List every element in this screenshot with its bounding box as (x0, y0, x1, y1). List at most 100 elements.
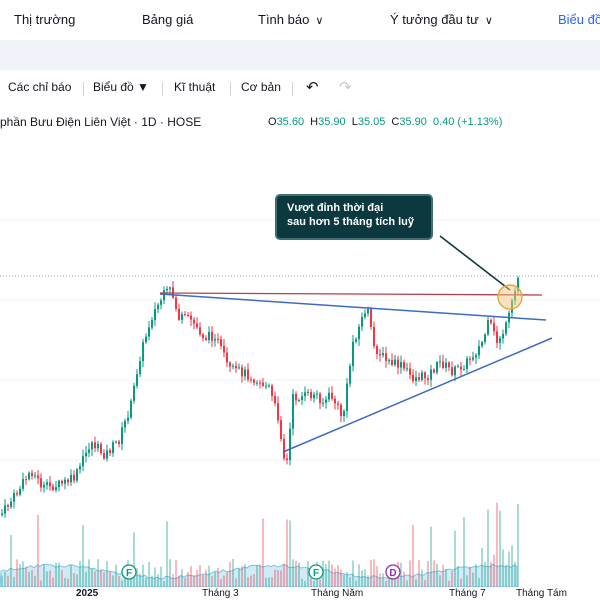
volume-bar (457, 566, 459, 587)
volume-bar (193, 575, 195, 587)
volume-bar (73, 573, 75, 587)
volume-bar (370, 559, 372, 587)
candle (247, 369, 249, 380)
nav-market[interactable]: Thị trường (14, 12, 76, 27)
volume-bar (31, 570, 33, 587)
event-markers: F F D (121, 564, 401, 580)
volume-bar (367, 575, 369, 587)
grid-lines (0, 219, 600, 461)
candle (133, 385, 135, 401)
candle (385, 353, 387, 361)
nav-price-board[interactable]: Bảng giá (142, 12, 194, 27)
candle (22, 479, 24, 489)
volume-bar (265, 577, 267, 587)
high-value: 35.90 (318, 116, 346, 128)
candle (367, 309, 369, 314)
volume-bar (439, 575, 441, 587)
technical-button[interactable]: Kĩ thuật (174, 80, 216, 94)
toolbar-divider (83, 82, 84, 96)
candle (166, 288, 168, 291)
candle (307, 391, 309, 393)
top-navigation: Thị trường Bảng giá Tình báo ∨ Ý tưởng đầ… (0, 0, 600, 40)
indicators-button[interactable]: Các chỉ báo (8, 80, 72, 94)
annotation-callout[interactable]: Vượt đỉnh thời đại sau hơn 5 tháng tích … (275, 194, 433, 240)
candle (310, 391, 312, 399)
candle (364, 313, 366, 318)
volume-bar (88, 559, 90, 587)
ohlc-values: O35.60 H35.90 L35.05 C35.90 0.40 (+1.13%… (268, 116, 505, 128)
volume-bar (160, 566, 162, 587)
nav-intelligence[interactable]: Tình báo ∨ (258, 12, 323, 27)
callout-pointer (439, 235, 511, 291)
volume-bar (361, 570, 363, 587)
nav-chart[interactable]: Biểu đồ (558, 12, 600, 27)
volume-bar (493, 554, 495, 587)
volume-bar (118, 576, 120, 587)
volume-bar (466, 575, 468, 587)
volume-bar (496, 502, 498, 587)
volume-bar (61, 570, 63, 587)
open-label: O (268, 116, 277, 128)
volume-bar (121, 580, 123, 587)
candle (154, 309, 156, 321)
volume-bar (340, 569, 342, 587)
volume-bar (226, 572, 228, 587)
volume-bar (106, 561, 108, 587)
candle (127, 417, 129, 421)
candle (4, 505, 6, 514)
candle (64, 479, 66, 484)
upper-trendline[interactable] (159, 293, 547, 321)
volume-bar (232, 559, 234, 587)
marker-f-1[interactable] (121, 564, 137, 580)
candle (292, 393, 294, 429)
candle (493, 323, 495, 332)
volume-bar (415, 579, 417, 587)
volume-bar (16, 559, 18, 587)
volume-bar (463, 517, 465, 587)
volume-bar (169, 559, 171, 587)
x-tick-may: Tháng Năm (311, 588, 364, 599)
basic-button[interactable]: Cơ bản (241, 80, 281, 94)
volume-bar (46, 571, 48, 587)
volume-layer (0, 502, 519, 587)
candle (217, 339, 219, 341)
candle (211, 331, 213, 341)
candle (103, 453, 105, 459)
volume-bar (247, 577, 249, 587)
candle (214, 339, 216, 341)
candle (70, 474, 72, 483)
volume-bar (79, 561, 81, 587)
candle (235, 365, 237, 369)
volume-bar (100, 569, 102, 587)
candle (343, 411, 345, 417)
candle (406, 368, 408, 370)
candle (259, 382, 261, 384)
volume-bar (310, 578, 312, 587)
candle (433, 369, 435, 373)
volume-bar (445, 568, 447, 587)
undo-icon[interactable]: ↶ (306, 79, 319, 96)
candle (382, 353, 384, 356)
volume-bar (223, 575, 225, 587)
candle (25, 479, 27, 481)
candle (481, 341, 483, 347)
lower-trendline[interactable] (282, 337, 553, 453)
candle (88, 449, 90, 453)
marker-d[interactable] (385, 564, 401, 580)
nav-investment-ideas[interactable]: Ý tưởng đầu tư ∨ (390, 12, 493, 27)
redo-icon[interactable]: ↷ (339, 79, 352, 96)
volume-bar (190, 566, 192, 587)
candle (460, 366, 462, 370)
candle (421, 372, 423, 380)
breakout-highlight[interactable] (497, 284, 523, 310)
resistance-line[interactable] (159, 292, 543, 296)
chart-type-button[interactable]: Biểu đồ ▼ (93, 80, 149, 94)
volume-bar (271, 577, 273, 587)
volume-bar (145, 577, 147, 587)
candle (283, 438, 285, 459)
candle (220, 339, 222, 346)
close-label: C (391, 116, 400, 128)
candle (469, 358, 471, 360)
marker-f-2[interactable] (308, 564, 324, 580)
price-chart[interactable]: F F D (0, 140, 600, 587)
